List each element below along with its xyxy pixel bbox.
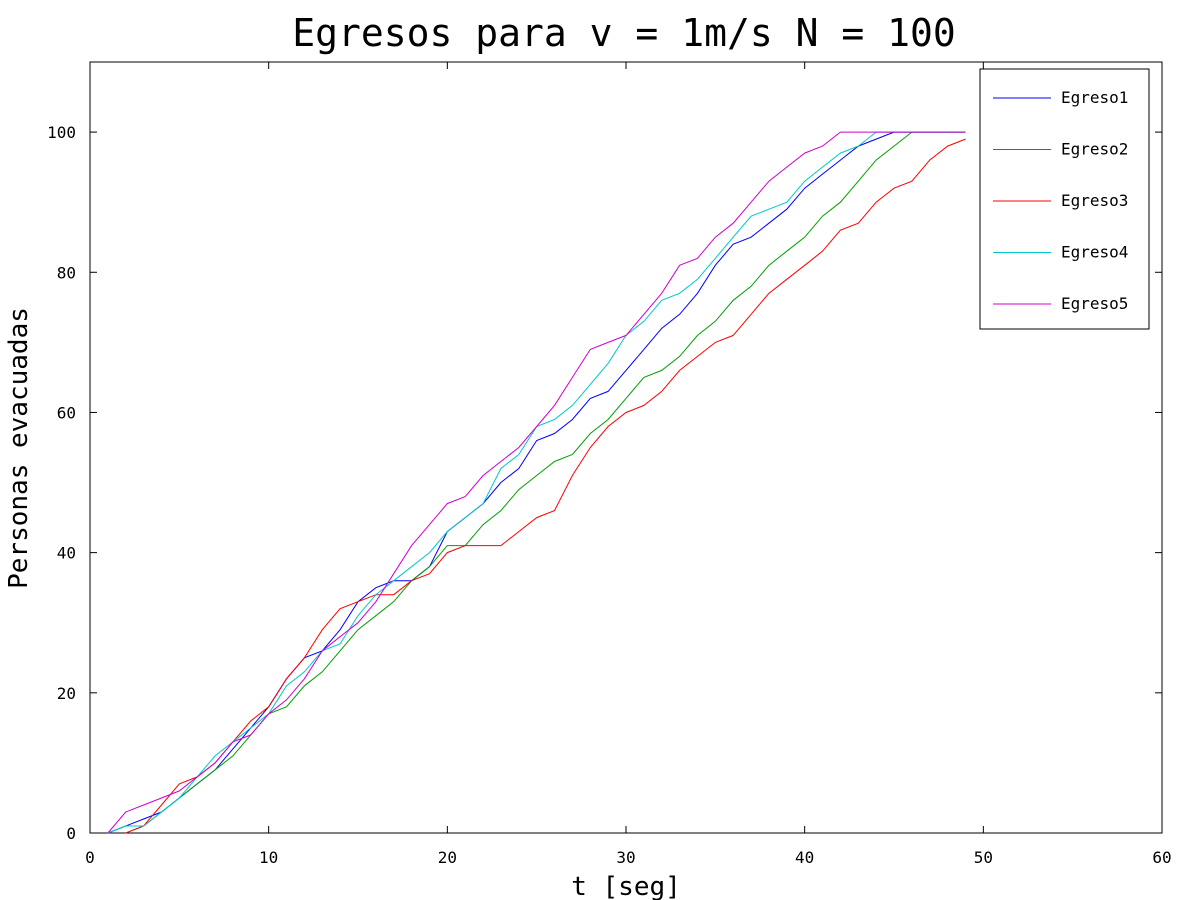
series-line-egreso5 (107, 131, 966, 834)
x-tick-label: 50 (974, 848, 993, 867)
y-tick-label: 20 (57, 684, 76, 703)
legend: Egreso1 Egreso2 Egreso3 Egreso4 Egreso5 (979, 68, 1150, 330)
legend-label: Egreso2 (1061, 140, 1128, 159)
x-tick-label: 10 (259, 848, 278, 867)
x-tick-label: 40 (795, 848, 814, 867)
x-axis-label: t [seg] (571, 872, 681, 900)
x-tick-label: 0 (85, 848, 95, 867)
legend-label: Egreso3 (1061, 191, 1128, 210)
x-tick-label: 30 (616, 848, 635, 867)
legend-label: Egreso4 (1061, 243, 1128, 262)
y-tick-label: 100 (47, 123, 76, 142)
y-tick-label: 60 (57, 403, 76, 422)
y-tick-label: 80 (57, 263, 76, 282)
y-tick-label: 0 (66, 824, 76, 843)
y-axis-label: Personas evacuadas (4, 307, 34, 589)
x-tick-label: 60 (1152, 848, 1171, 867)
series-line-egreso3 (125, 138, 966, 834)
legend-label: Egreso1 (1061, 88, 1128, 107)
chart-title: Egresos para v = 1m/s N = 100 (292, 11, 955, 55)
legend-box (979, 68, 1150, 330)
series-layer (107, 131, 966, 834)
x-tick-label: 20 (438, 848, 457, 867)
legend-label: Egreso5 (1061, 294, 1128, 313)
y-tick-label: 40 (57, 544, 76, 563)
axis-ticks: 0 10 20 30 40 50 60 0 20 40 60 80 100 (47, 62, 1172, 867)
